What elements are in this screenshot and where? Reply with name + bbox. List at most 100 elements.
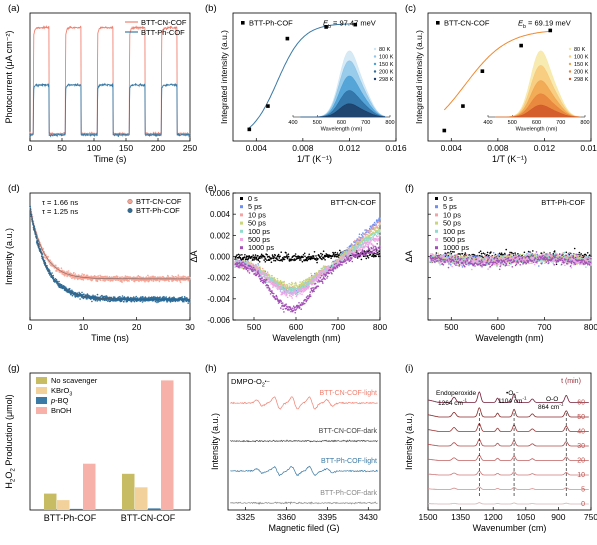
transient-absorption-point xyxy=(333,260,335,263)
transient-absorption-point xyxy=(369,232,371,234)
transient-absorption-point xyxy=(336,259,339,261)
transient-absorption-point xyxy=(262,282,265,284)
data-point xyxy=(324,25,328,29)
transient-absorption-point xyxy=(298,302,300,304)
x-axis-title: Wavelength (nm) xyxy=(272,333,340,343)
transient-absorption-point xyxy=(344,260,347,262)
transient-absorption-point xyxy=(345,262,348,264)
transient-absorption-point xyxy=(277,259,280,262)
decay-point-BTT-Ph-COF xyxy=(52,274,54,277)
transient-absorption-point xyxy=(345,250,348,253)
transient-absorption-point xyxy=(245,260,248,263)
transient-absorption-point xyxy=(264,277,267,279)
transient-absorption-point xyxy=(254,269,256,272)
transient-absorption-point xyxy=(261,267,264,270)
decay-point-BTT-CN-COF xyxy=(56,270,58,272)
transient-absorption-point xyxy=(278,255,280,258)
decay-point-BTT-Ph-COF xyxy=(189,301,191,303)
transient-absorption-point xyxy=(359,238,361,241)
transient-absorption-point xyxy=(342,254,345,256)
transient-absorption-point xyxy=(280,286,282,288)
transient-absorption-point xyxy=(275,257,278,259)
transient-absorption-point xyxy=(374,233,377,236)
transient-absorption-point xyxy=(351,250,354,253)
transient-absorption-point xyxy=(256,259,258,261)
transient-absorption-point xyxy=(254,263,257,266)
transient-absorption-point xyxy=(367,236,370,239)
transient-absorption-point xyxy=(340,256,343,259)
transient-absorption-point xyxy=(323,257,325,260)
transient-absorption-point xyxy=(252,258,254,260)
transient-absorption-point xyxy=(266,254,269,256)
transient-absorption-point xyxy=(309,280,312,283)
transient-absorption-point xyxy=(283,258,286,261)
transient-absorption-point xyxy=(276,277,279,280)
transient-absorption-point xyxy=(321,280,324,283)
decay-point-BTT-Ph-COF xyxy=(91,300,93,303)
y-tick-label: 0.006 xyxy=(210,189,231,198)
transient-absorption-point xyxy=(309,293,311,296)
transient-absorption-point xyxy=(300,308,303,311)
legend-marker xyxy=(240,229,243,233)
decay-point-BTT-Ph-COF xyxy=(92,294,94,297)
transient-absorption-point xyxy=(343,251,346,253)
transient-absorption-point xyxy=(371,250,374,252)
decay-point-BTT-CN-COF xyxy=(154,276,156,278)
transient-absorption-point xyxy=(375,255,377,258)
y-tick-label: 0.000 xyxy=(210,253,231,262)
transient-absorption-point xyxy=(286,296,289,299)
x-tick-label: 0.012 xyxy=(339,143,361,153)
transient-absorption-point xyxy=(348,258,350,260)
legend-marker xyxy=(240,197,243,200)
transient-absorption-point xyxy=(286,293,288,296)
decay-point-BTT-CN-COF xyxy=(147,274,149,277)
decay-point-BTT-CN-COF xyxy=(106,275,108,278)
transient-absorption-point xyxy=(286,257,289,260)
transient-absorption-point xyxy=(370,247,373,250)
decay-point-BTT-Ph-COF xyxy=(120,300,123,303)
decay-point-BTT-Ph-COF xyxy=(99,299,101,302)
decay-point-BTT-CN-COF xyxy=(44,256,46,259)
transient-absorption-point xyxy=(247,262,250,265)
transient-absorption-point xyxy=(297,293,299,296)
transient-absorption-point xyxy=(288,309,291,311)
decay-point-BTT-CN-COF xyxy=(116,275,119,278)
decay-point-BTT-CN-COF xyxy=(88,276,90,278)
x-tick-label: 800 xyxy=(373,322,387,332)
transient-absorption-point xyxy=(282,285,285,288)
fit-curve xyxy=(248,23,356,129)
transient-absorption-point xyxy=(298,259,301,261)
transient-absorption-point xyxy=(358,236,360,238)
transient-absorption-point xyxy=(279,288,281,291)
decay-point-BTT-CN-COF xyxy=(121,281,124,283)
transient-absorption-point xyxy=(322,250,325,252)
transient-absorption-point xyxy=(266,271,269,274)
transient-absorption-point xyxy=(376,251,378,253)
x-tick-label: 0 xyxy=(28,143,33,153)
y-axis-title: Integrated intensity (a.u.) xyxy=(414,30,424,124)
transient-absorption-point xyxy=(356,243,358,245)
transient-absorption-point xyxy=(317,285,320,288)
inset-legend-marker xyxy=(373,55,377,58)
transient-absorption-point xyxy=(248,272,251,274)
transient-absorption-point xyxy=(296,257,299,260)
decay-point-BTT-CN-COF xyxy=(124,275,127,277)
transient-absorption-point xyxy=(293,285,296,287)
transient-absorption-point xyxy=(301,260,304,263)
fit-curve xyxy=(443,30,551,111)
y-axis-title: Photocurrent (μA cm⁻²) xyxy=(4,31,14,124)
inset-legend-entry: 80 K xyxy=(379,47,391,53)
x-tick-label: 30 xyxy=(185,322,195,332)
transient-absorption-point xyxy=(308,278,311,280)
x-tick-label: 0.012 xyxy=(534,143,556,153)
decay-point-BTT-CN-COF xyxy=(152,280,155,282)
transient-absorption-point xyxy=(275,284,278,287)
transient-absorption-point xyxy=(286,285,289,287)
decay-point-BTT-Ph-COF xyxy=(136,297,139,299)
y-axis-title: ΔA xyxy=(189,250,199,262)
panel-title: BTT-CN-COF xyxy=(331,198,377,207)
transient-absorption-point xyxy=(378,250,380,252)
decay-point-BTT-Ph-COF xyxy=(126,300,129,303)
